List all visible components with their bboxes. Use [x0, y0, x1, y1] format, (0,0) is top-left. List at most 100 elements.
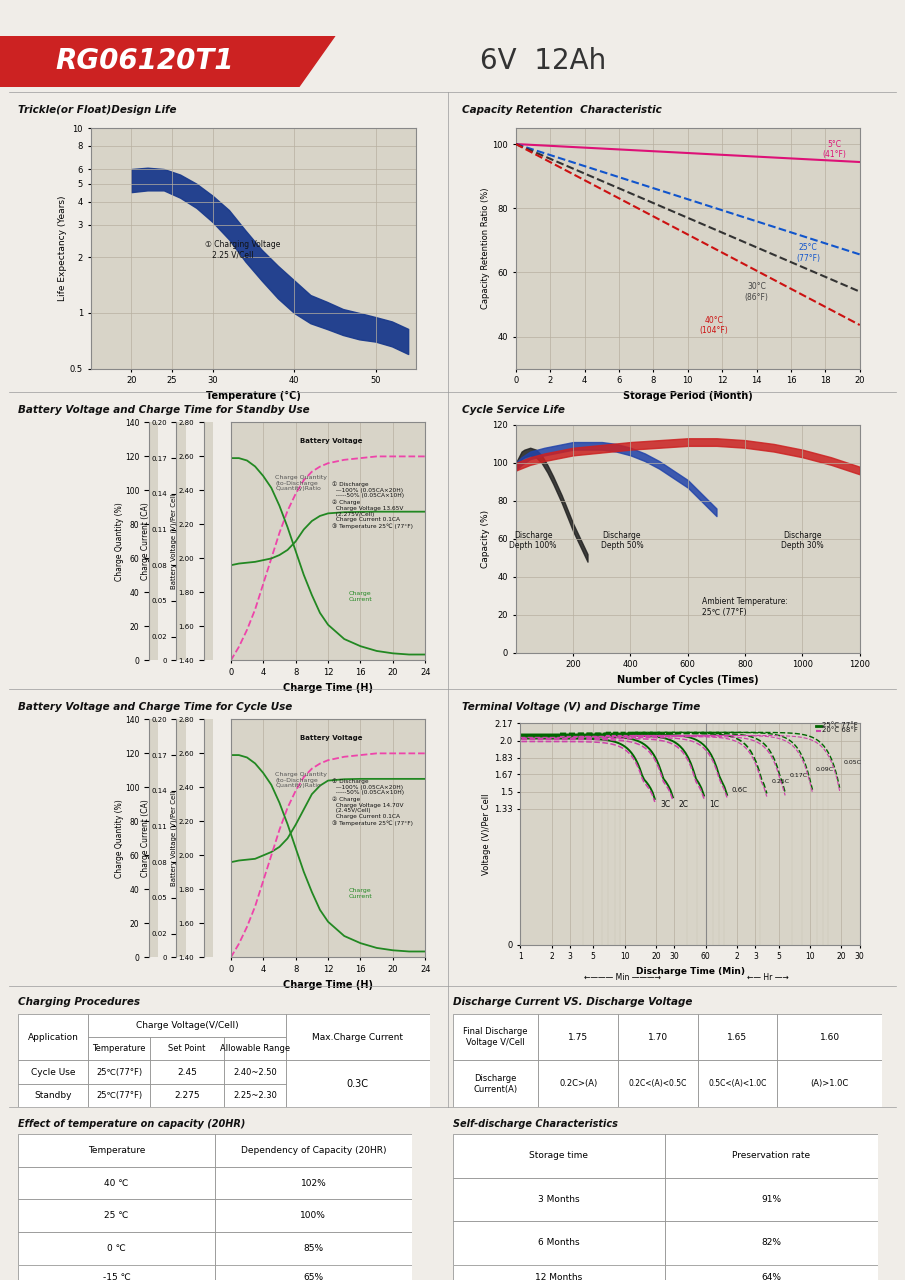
Text: Discharge
Depth 100%: Discharge Depth 100% [510, 531, 557, 550]
Bar [224, 1037, 286, 1060]
Bar [538, 1014, 618, 1060]
Text: 0.09C: 0.09C [815, 767, 834, 772]
Bar [665, 1265, 878, 1280]
Text: Battery Voltage: Battery Voltage [300, 438, 362, 444]
Bar [18, 1084, 88, 1107]
Bar [286, 1014, 430, 1060]
Bar [18, 1231, 215, 1265]
Text: ① Charging Voltage
   2.25 V/Cell: ① Charging Voltage 2.25 V/Cell [205, 239, 280, 260]
Y-axis label: Battery Voltage (V)/Per Cell: Battery Voltage (V)/Per Cell [170, 791, 176, 886]
Text: Application: Application [28, 1033, 79, 1042]
Text: Battery Voltage and Charge Time for Standby Use: Battery Voltage and Charge Time for Stan… [18, 404, 310, 415]
Text: 0.2C<(A)<0.5C: 0.2C<(A)<0.5C [629, 1079, 687, 1088]
X-axis label: Storage Period (Month): Storage Period (Month) [623, 390, 753, 401]
Y-axis label: Charge Current (CA): Charge Current (CA) [140, 800, 149, 877]
Text: Temperature: Temperature [88, 1146, 145, 1155]
Y-axis label: Charge Quantity (%): Charge Quantity (%) [115, 502, 124, 581]
Bar [618, 1014, 698, 1060]
Text: Discharge
Depth 30%: Discharge Depth 30% [781, 531, 824, 550]
Text: 82%: 82% [761, 1238, 782, 1248]
Text: Standby: Standby [34, 1091, 71, 1100]
Text: 0.2C>(A): 0.2C>(A) [559, 1079, 597, 1088]
Bar [88, 1060, 150, 1084]
Text: Cycle Service Life: Cycle Service Life [462, 404, 565, 415]
Text: 0.3C: 0.3C [347, 1079, 369, 1089]
Text: 1.75: 1.75 [568, 1033, 588, 1042]
Text: 40°C
(104°F): 40°C (104°F) [700, 316, 728, 335]
Text: Allowable Range: Allowable Range [220, 1044, 290, 1053]
Y-axis label: Life Expectancy (Years): Life Expectancy (Years) [58, 196, 67, 301]
Bar [150, 1084, 224, 1107]
Text: Capacity Retention  Characteristic: Capacity Retention Characteristic [462, 105, 662, 115]
Y-axis label: Charge Current (CA): Charge Current (CA) [140, 503, 149, 580]
Bar [286, 1060, 430, 1107]
Bar [452, 1060, 538, 1107]
Text: Charge
Current: Charge Current [348, 591, 372, 602]
Text: ←— Hr —→: ←— Hr —→ [748, 973, 789, 982]
Text: Dependency of Capacity (20HR): Dependency of Capacity (20HR) [241, 1146, 386, 1155]
Polygon shape [0, 36, 335, 87]
Text: 2.25~2.30: 2.25~2.30 [233, 1091, 277, 1100]
Text: Max.Charge Current: Max.Charge Current [312, 1033, 404, 1042]
Text: Charge
Current: Charge Current [348, 888, 372, 899]
Bar [18, 1199, 215, 1231]
Text: 91%: 91% [761, 1194, 782, 1204]
Y-axis label: Capacity Retention Ratio (%): Capacity Retention Ratio (%) [481, 188, 490, 308]
Text: 1C: 1C [710, 800, 719, 809]
Text: 25°C 77°F: 25°C 77°F [822, 722, 858, 728]
Bar [88, 1084, 150, 1107]
Bar [538, 1060, 618, 1107]
Text: Trickle(or Float)Design Life: Trickle(or Float)Design Life [18, 105, 176, 115]
Text: Final Discharge
Voltage V/Cell: Final Discharge Voltage V/Cell [463, 1028, 528, 1047]
Text: 25℃(77°F): 25℃(77°F) [96, 1068, 142, 1076]
Text: 0.6C: 0.6C [731, 787, 748, 792]
Bar [618, 1060, 698, 1107]
Text: Discharge Current VS. Discharge Voltage: Discharge Current VS. Discharge Voltage [452, 997, 692, 1007]
Text: Self-discharge Characteristics: Self-discharge Characteristics [452, 1120, 617, 1129]
Text: 102%: 102% [300, 1179, 326, 1188]
Bar [224, 1084, 286, 1107]
Bar [150, 1037, 224, 1060]
Bar [215, 1134, 412, 1167]
Text: ① Discharge
  —100% (0.05CA×20H)
  -----50% (0.05CA×10H)
② Charge
  Charge Volta: ① Discharge —100% (0.05CA×20H) -----50% … [332, 778, 413, 826]
Bar [224, 1060, 286, 1084]
Text: 3 Months: 3 Months [538, 1194, 579, 1204]
Text: 2.40~2.50: 2.40~2.50 [233, 1068, 277, 1076]
Bar [18, 1060, 88, 1084]
X-axis label: Number of Cycles (Times): Number of Cycles (Times) [617, 675, 758, 685]
Text: Discharge
Current(A): Discharge Current(A) [473, 1074, 518, 1093]
Bar [665, 1178, 878, 1221]
Text: 25 ℃: 25 ℃ [104, 1211, 129, 1220]
Text: 20°C 68°F: 20°C 68°F [822, 727, 858, 733]
Y-axis label: Charge Quantity (%): Charge Quantity (%) [115, 799, 124, 878]
Bar [665, 1134, 878, 1178]
Bar [452, 1014, 538, 1060]
Bar [215, 1265, 412, 1280]
Bar [88, 1037, 150, 1060]
Text: 1.65: 1.65 [728, 1033, 748, 1042]
Text: 30°C
(86°F): 30°C (86°F) [745, 283, 768, 302]
Text: Preservation rate: Preservation rate [732, 1151, 811, 1161]
Text: 0.5C<(A)<1.0C: 0.5C<(A)<1.0C [708, 1079, 767, 1088]
Text: Battery Voltage and Charge Time for Cycle Use: Battery Voltage and Charge Time for Cycl… [18, 701, 292, 712]
Text: 12 Months: 12 Months [535, 1272, 583, 1280]
Text: 1.70: 1.70 [648, 1033, 668, 1042]
Bar [452, 1134, 665, 1178]
Bar [452, 1178, 665, 1221]
Text: 6V  12Ah: 6V 12Ah [480, 47, 606, 76]
Text: RG06120T1: RG06120T1 [55, 47, 234, 76]
Bar [698, 1014, 777, 1060]
Text: 64%: 64% [761, 1272, 782, 1280]
Bar [777, 1014, 882, 1060]
Text: 100%: 100% [300, 1211, 327, 1220]
Bar [150, 1060, 224, 1084]
Y-axis label: Battery Voltage (V)/Per Cell: Battery Voltage (V)/Per Cell [170, 494, 176, 589]
Text: 0 ℃: 0 ℃ [107, 1244, 126, 1253]
Y-axis label: Capacity (%): Capacity (%) [481, 509, 490, 568]
Bar [777, 1060, 882, 1107]
Bar [665, 1221, 878, 1265]
Text: 25℃(77°F): 25℃(77°F) [96, 1091, 142, 1100]
X-axis label: Discharge Time (Min): Discharge Time (Min) [635, 966, 745, 975]
Text: Charge Quantity
(to-Discharge
Quantity)Ratio: Charge Quantity (to-Discharge Quantity)R… [275, 475, 328, 492]
Bar [452, 1221, 665, 1265]
